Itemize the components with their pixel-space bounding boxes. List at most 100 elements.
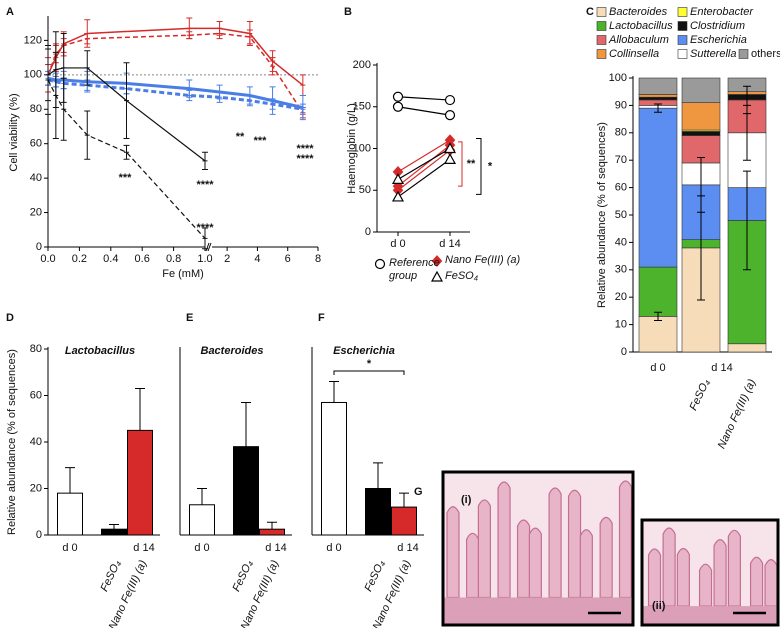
x-tick-label: 1.0: [197, 253, 212, 265]
x-tick-label: d 0: [62, 542, 77, 554]
y-tick-label: 200: [353, 59, 371, 71]
y-tick-label: 100: [353, 142, 371, 154]
x-tick-label: Nano Fe(III) (a): [716, 377, 759, 451]
legend-label: Escherichia: [690, 34, 747, 46]
annotation: ****: [196, 222, 214, 234]
x-tick-label: 4: [254, 253, 260, 265]
legend-label: Sutterella: [690, 48, 736, 60]
y-tick-label: 10: [615, 319, 627, 331]
bar: [101, 528, 127, 536]
y-tick-label: 40: [30, 172, 42, 184]
y-tick-label: 40: [615, 236, 627, 248]
legend-label: Reference group: [389, 257, 440, 282]
y-tick-label: 30: [615, 264, 627, 276]
x-tick-label: d 0: [194, 542, 209, 554]
error-bar: [269, 98, 276, 110]
x-tick-label: 0.6: [135, 253, 150, 265]
y-tick-label: 80: [30, 103, 42, 115]
x-tick-label: d 0: [326, 542, 341, 554]
panel-label: F: [318, 312, 325, 324]
y-tick-label: 60: [615, 182, 627, 194]
bar-segment: [638, 77, 678, 95]
error-bar: [743, 85, 751, 115]
error-bar: [246, 94, 253, 107]
legend-label: Bacteroides: [609, 6, 668, 18]
villus: [662, 527, 676, 607]
legend-swatch: [596, 7, 607, 17]
point: [444, 109, 456, 121]
line-series: [47, 76, 304, 109]
axis-label: Haemoglobin (g/L): [346, 103, 358, 194]
annotation: *: [367, 358, 372, 370]
legend-label: Nano Fe(III) (a): [445, 254, 521, 266]
villus: [446, 506, 460, 599]
legend-swatch: [738, 49, 749, 59]
error-bar: [267, 521, 277, 530]
bar: [127, 429, 153, 536]
annotation: **: [467, 158, 476, 170]
subject-line: [397, 158, 451, 198]
legend-swatch: [596, 21, 607, 31]
y-tick-label: 0: [621, 346, 627, 358]
error-bar: [654, 103, 662, 113]
legend-swatch: [677, 7, 688, 17]
point: [444, 94, 456, 106]
villus: [465, 532, 480, 599]
subject-line: [397, 149, 451, 191]
bar-segment: [638, 94, 678, 98]
x-tick-label: 0.4: [103, 253, 118, 265]
bar: [189, 504, 215, 536]
error-bar: [109, 524, 119, 530]
annotation: ****: [196, 179, 214, 191]
legend-swatch: [596, 49, 607, 59]
villus: [497, 481, 511, 599]
bar: [57, 492, 83, 536]
villus: [764, 559, 778, 607]
group-label: d 14: [397, 542, 418, 554]
bar-segment: [681, 131, 721, 136]
y-tick-label: 150: [353, 101, 371, 113]
y-tick-label: 70: [615, 154, 627, 166]
group-label: d 14: [265, 542, 286, 554]
x-tick-label: FeSO₄: [362, 558, 387, 593]
legend-label: Lactobacillus: [609, 20, 673, 32]
bar: [365, 488, 391, 536]
annotation: ****: [296, 143, 314, 155]
legend-swatch: [677, 35, 688, 45]
bar-segment: [638, 107, 678, 268]
subject-line: [397, 147, 451, 180]
legend-swatch: [677, 49, 688, 59]
villus: [713, 539, 727, 607]
subject-line: [397, 144, 451, 187]
error-bar: [186, 89, 193, 102]
line-series: [47, 79, 206, 239]
error-bar: [697, 156, 705, 213]
y-tick-label: 0: [365, 226, 371, 238]
image-frame: [640, 518, 780, 627]
x-tick-label: 6: [285, 253, 291, 265]
legend-label: others: [751, 48, 780, 60]
error-bar: [60, 77, 67, 141]
x-tick-label: d 0: [390, 238, 405, 250]
legend-label: Collinsella: [609, 48, 659, 60]
legend-marker: [431, 255, 443, 267]
y-tick-label: 80: [615, 127, 627, 139]
significance-bracket: [333, 370, 405, 375]
axis-label: Cell viability (%): [8, 93, 20, 171]
error-bar: [329, 381, 339, 403]
bar: [391, 506, 417, 536]
x-tick-label: 0.8: [166, 253, 181, 265]
chart-title: Bacteroides: [201, 345, 264, 357]
legend-swatch: [596, 35, 607, 45]
y-tick-label: 120: [24, 34, 42, 46]
x-tick-label: d 14: [439, 238, 460, 250]
point: [392, 101, 404, 112]
point: [392, 91, 404, 102]
x-tick-label: FeSO₄: [98, 558, 123, 593]
group-label: d 14: [133, 542, 154, 554]
villus: [698, 563, 713, 607]
error-bar: [216, 91, 223, 103]
error-bar: [299, 103, 306, 115]
bar-segment: [638, 96, 678, 101]
